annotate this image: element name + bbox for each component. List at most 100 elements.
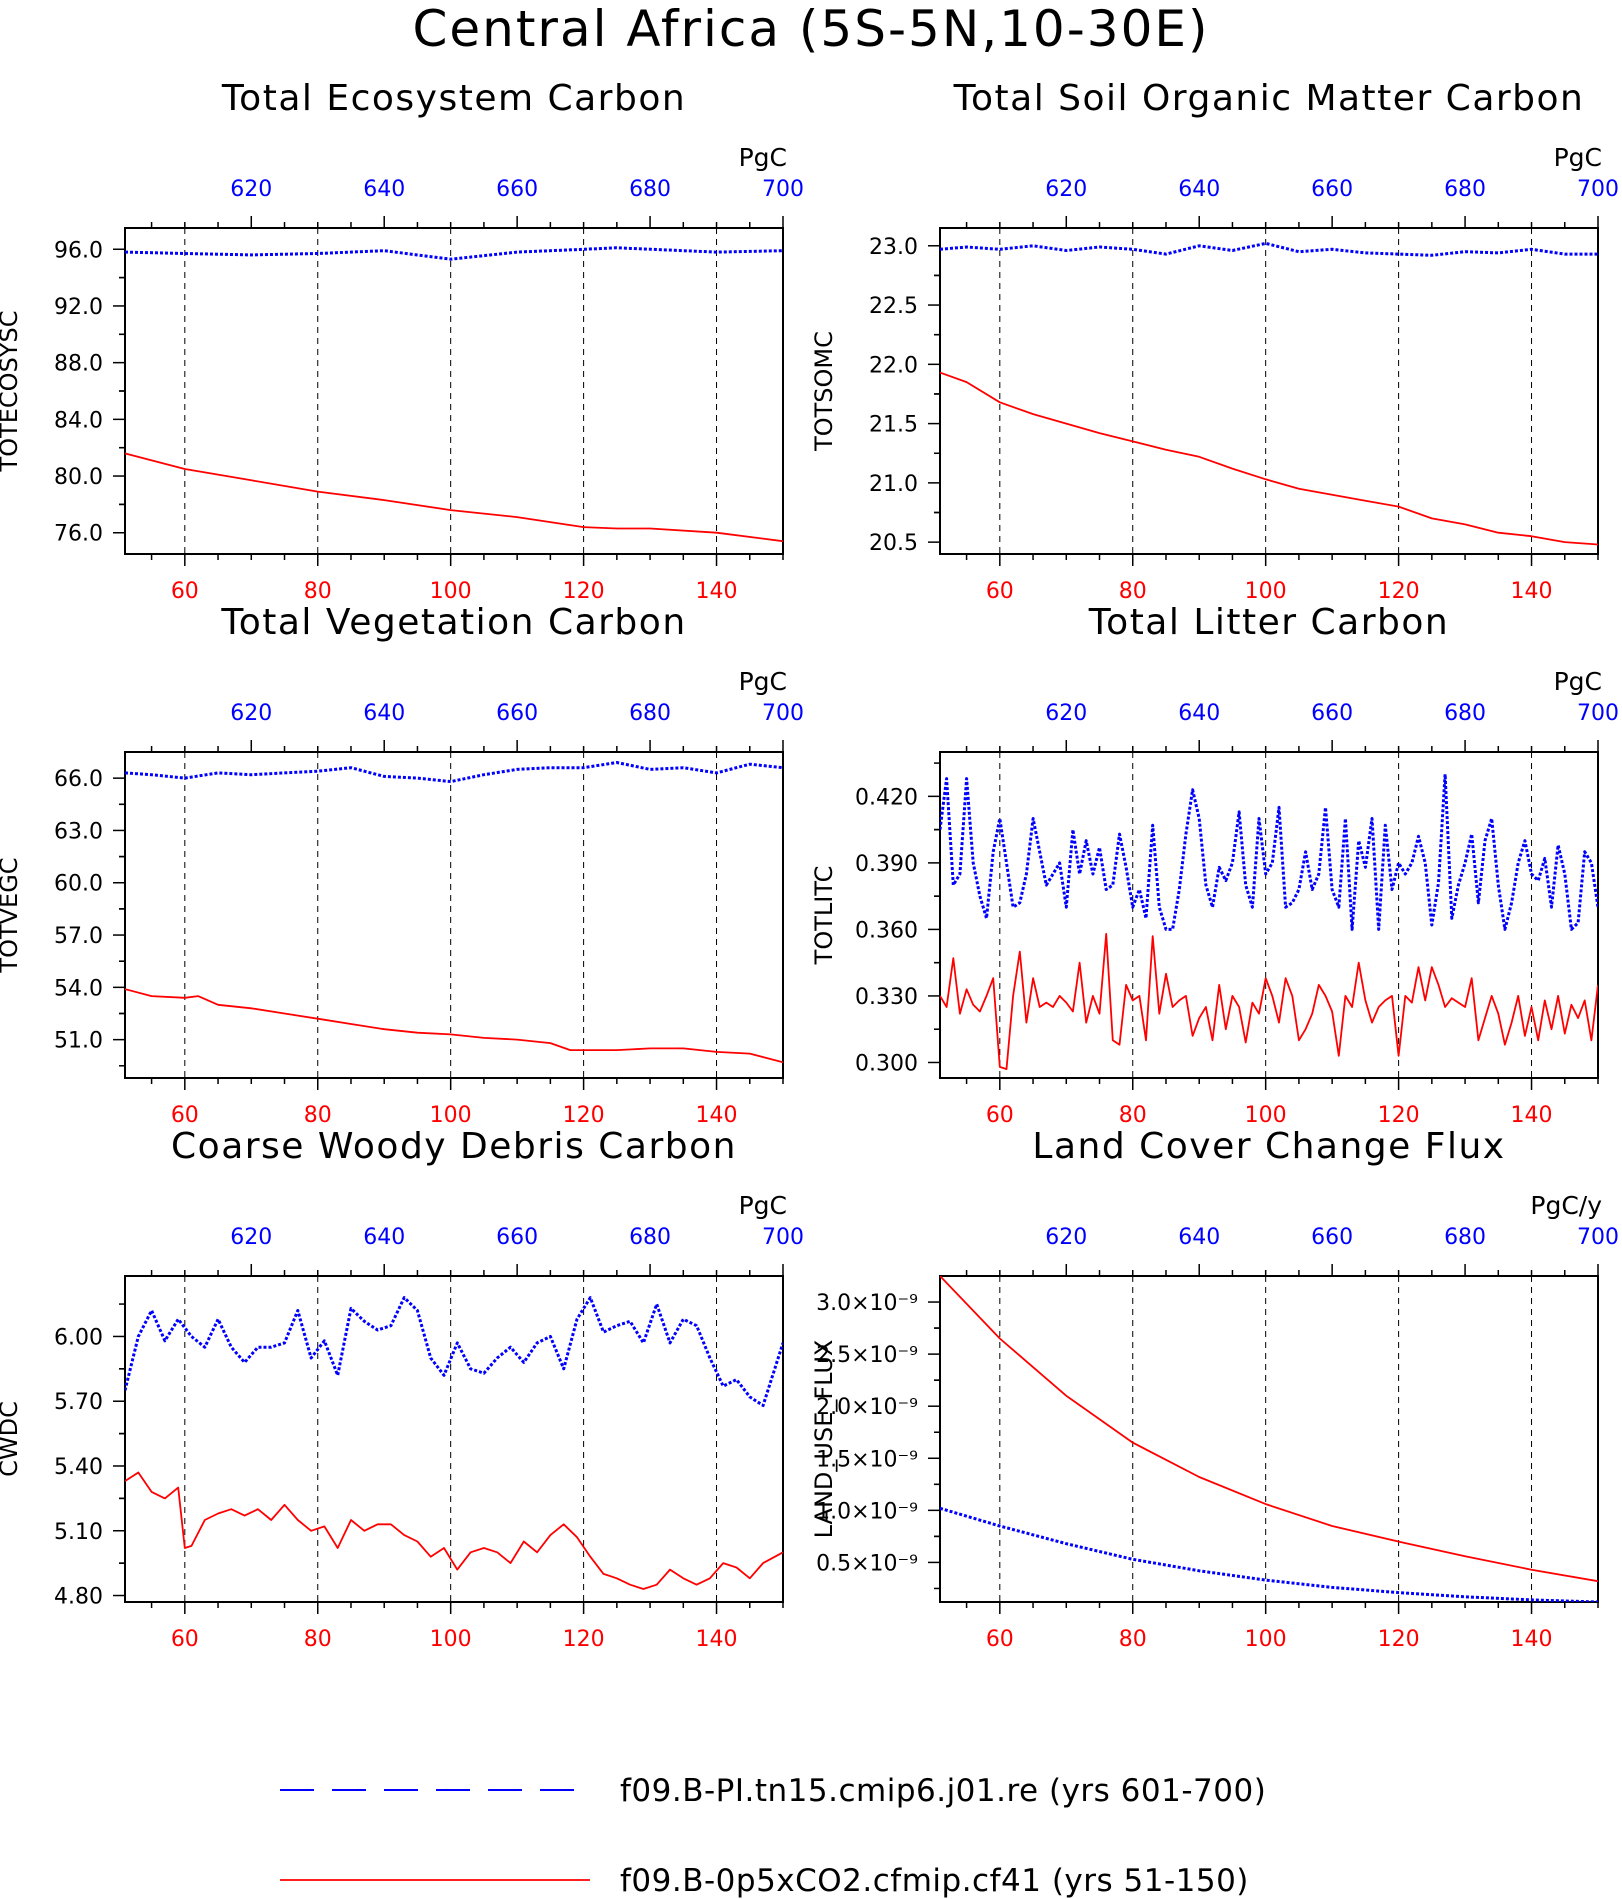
y-tick-label: 3.0×10⁻⁹	[816, 1291, 918, 1316]
top-x-tick-label: 700	[1577, 177, 1619, 202]
chart-panel: Total Litter Carbon 60 80 100 120 140 620 640 66…	[810, 602, 1619, 1128]
y-tick-label: 6.00	[54, 1325, 103, 1350]
control-series-line	[125, 761, 783, 784]
top-x-tick-label: 660	[496, 701, 538, 726]
panel-title: Total Vegetation Carbon	[220, 602, 686, 643]
control-series-line	[940, 772, 1598, 931]
control-series-line	[125, 1296, 783, 1407]
y-tick-label: 76.0	[54, 522, 103, 547]
top-x-tick-label: 620	[1045, 1225, 1087, 1250]
experiment-series-line	[940, 371, 1598, 546]
legend-label: f09.B-PI.tn15.cmip6.j01.re (yrs 601-700)	[620, 1773, 1266, 1809]
panel-title: Total Soil Organic Matter Carbon	[953, 78, 1585, 119]
control-series-line	[940, 1506, 1598, 1602]
y-tick-label: 1.5×10⁻⁹	[816, 1447, 918, 1472]
y-tick-label: 66.0	[54, 767, 103, 792]
y-tick-label: 2.0×10⁻⁹	[816, 1395, 918, 1420]
y-tick-label: 22.0	[869, 353, 918, 378]
top-x-tick-label: 680	[1444, 701, 1486, 726]
top-x-tick-label: 680	[1444, 177, 1486, 202]
y-tick-label: 0.300	[855, 1051, 918, 1076]
y-tick-label: 0.360	[855, 918, 918, 943]
top-x-tick-label: 620	[230, 177, 272, 202]
x-tick-label: 120	[1378, 1103, 1420, 1128]
top-axis-unit: PgC/y	[1530, 1191, 1602, 1220]
x-tick-label: 120	[563, 579, 605, 604]
top-x-tick-label: 680	[629, 701, 671, 726]
plot-frame	[939, 751, 1599, 1079]
x-tick-label: 100	[430, 579, 472, 604]
chart-panel: Coarse Woody Debris Carbon 60 80 100 120 140 6…	[0, 1126, 804, 1652]
y-tick-label: 22.5	[869, 294, 918, 319]
y-tick-label: 21.0	[869, 472, 918, 497]
plot-frame	[124, 1275, 784, 1603]
top-x-tick-label: 620	[1045, 177, 1087, 202]
x-tick-label: 100	[1245, 1627, 1287, 1652]
x-tick-label: 100	[430, 1103, 472, 1128]
x-tick-label: 120	[1378, 1627, 1420, 1652]
plot-frame	[939, 1275, 1599, 1603]
top-x-tick-label: 620	[230, 1225, 272, 1250]
y-tick-label: 92.0	[54, 295, 103, 320]
y-tick-label: 5.40	[54, 1455, 103, 1480]
y-tick-label: 80.0	[54, 465, 103, 490]
experiment-series-line	[940, 1276, 1598, 1583]
panel-title: Coarse Woody Debris Carbon	[171, 1126, 737, 1167]
x-tick-label: 140	[1511, 1627, 1553, 1652]
x-tick-label: 60	[171, 1103, 199, 1128]
x-tick-label: 80	[304, 1627, 332, 1652]
plot-frame	[124, 751, 784, 1079]
top-x-tick-label: 700	[762, 701, 804, 726]
control-series-line	[940, 241, 1598, 257]
top-axis-unit: PgC	[739, 1191, 787, 1220]
experiment-series-line	[125, 988, 783, 1064]
x-tick-label: 140	[1511, 1103, 1553, 1128]
x-tick-label: 140	[696, 1103, 738, 1128]
top-x-tick-label: 660	[496, 1225, 538, 1250]
top-x-tick-label: 700	[1577, 1225, 1619, 1250]
top-x-tick-label: 680	[629, 177, 671, 202]
x-tick-label: 80	[1119, 1103, 1147, 1128]
experiment-series-line	[125, 1471, 783, 1590]
x-tick-label: 60	[171, 1627, 199, 1652]
y-tick-label: 96.0	[54, 238, 103, 263]
panel-title: Total Ecosystem Carbon	[221, 78, 686, 119]
x-tick-label: 80	[1119, 1627, 1147, 1652]
y-tick-label: 60.0	[54, 872, 103, 897]
x-tick-label: 100	[1245, 579, 1287, 604]
x-tick-label: 60	[171, 579, 199, 604]
y-axis-label: CWDC	[0, 1401, 23, 1477]
x-tick-label: 100	[430, 1627, 472, 1652]
y-tick-label: 51.0	[54, 1029, 103, 1054]
y-tick-label: 88.0	[54, 352, 103, 377]
y-tick-label: 5.10	[54, 1520, 103, 1545]
top-x-tick-label: 680	[629, 1225, 671, 1250]
top-x-tick-label: 660	[1311, 701, 1353, 726]
top-x-tick-label: 640	[1178, 701, 1220, 726]
top-x-tick-label: 620	[1045, 701, 1087, 726]
top-x-tick-label: 680	[1444, 1225, 1486, 1250]
x-tick-label: 120	[1378, 579, 1420, 604]
y-tick-label: 1.0×10⁻⁹	[816, 1499, 918, 1524]
plot-frame	[939, 227, 1599, 555]
top-axis-unit: PgC	[1554, 143, 1602, 172]
top-x-tick-label: 660	[1311, 177, 1353, 202]
x-tick-label: 140	[696, 1627, 738, 1652]
experiment-series-line	[940, 933, 1598, 1070]
top-x-tick-label: 700	[762, 1225, 804, 1250]
top-axis-unit: PgC	[739, 143, 787, 172]
top-axis-unit: PgC	[739, 667, 787, 696]
plot-frame	[124, 227, 784, 555]
chart-panel: Total Soil Organic Matter Carbon 60 80 100 1…	[810, 78, 1619, 604]
y-axis-label: TOTSOMC	[810, 331, 838, 452]
panels: Total Ecosystem Carbon 60 80 100 120 140 620 64…	[0, 78, 1619, 1652]
x-tick-label: 120	[563, 1627, 605, 1652]
legend: f09.B-PI.tn15.cmip6.j01.re (yrs 601-700)…	[280, 1773, 1266, 1899]
panel-title: Total Litter Carbon	[1088, 602, 1449, 643]
top-axis-unit: PgC	[1554, 667, 1602, 696]
panel-title: Land Cover Change Flux	[1032, 1126, 1505, 1167]
top-x-tick-label: 640	[1178, 1225, 1220, 1250]
top-x-tick-label: 640	[363, 701, 405, 726]
x-tick-label: 60	[986, 579, 1014, 604]
